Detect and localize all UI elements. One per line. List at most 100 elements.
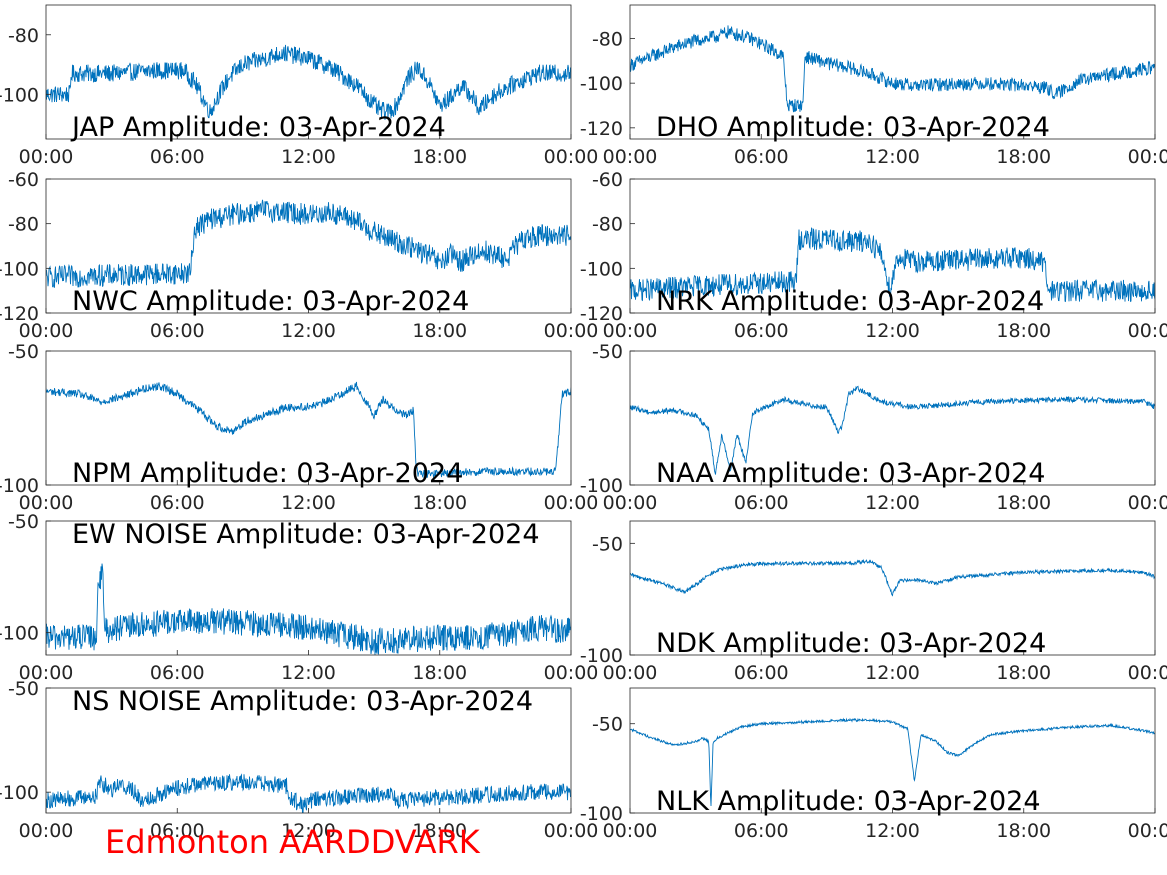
x-tick-label: 12:00 [281,320,336,342]
x-tick-label: 18:00 [996,492,1051,514]
x-tick-label: 06:00 [150,146,205,168]
panel-0: 00:00 06:00 12:00 18:00 00:00 -80 -100 JAP Ampl… [0,4,599,168]
x-tick-label: 00:00 [19,492,74,514]
y-tick-label: -50 [8,341,39,363]
x-tick-label: 00:00 [19,146,74,168]
series-line [46,199,571,288]
series-line [630,227,1155,303]
x-tick-label: 00:00 [1128,492,1167,514]
y-tick-label: -50 [592,341,623,363]
x-tick-label: 06:00 [734,320,789,342]
panel-4: 00:00 06:00 12:00 18:00 00:00 -50 -100 NPM Ampl… [0,341,598,514]
x-tick-label: 00:00 [1128,146,1167,168]
panel-5: 00:00 06:00 12:00 18:00 00:00 -50 -100 NAA Ampl… [580,341,1167,514]
y-tick-label: -60 [592,169,623,191]
x-tick-label: 06:00 [150,662,205,684]
x-tick-label: 06:00 [150,320,205,342]
x-tick-label: 00:00 [1128,820,1167,842]
panel-2: 00:00 06:00 12:00 18:00 00:00 -60 -80 -100 -120 N… [0,169,598,342]
panel-title: NPM Amplitude: 03-Apr-2024 [72,458,463,489]
y-tick-label: -100 [0,475,39,497]
y-tick-label: -100 [0,84,39,106]
footer-label: Edmonton AARDDVARK [105,823,480,861]
x-tick-label: 00:00 [19,662,74,684]
y-tick-label: -100 [0,258,39,280]
panel-title: EW NOISE Amplitude: 03-Apr-2024 [72,519,540,550]
panel-title: NAA Amplitude: 03-Apr-2024 [656,458,1045,489]
y-tick-label: -100 [0,782,39,804]
series-line [630,717,1155,806]
panel-title: NRK Amplitude: 03-Apr-2024 [656,286,1044,317]
x-tick-label: 00:00 [603,662,658,684]
series-line [630,385,1155,475]
panel-1: 00:00 06:00 12:00 18:00 00:00 -80 -100 -120 DHO … [580,4,1167,168]
y-tick-label: -100 [580,475,623,497]
x-tick-label: 18:00 [412,662,467,684]
series-line [630,558,1155,597]
y-tick-label: -50 [592,714,623,736]
panel-9: 00:00 06:00 12:00 18:00 00:00 -50 -100 NLK Ampl… [580,687,1167,842]
x-tick-label: 06:00 [734,820,789,842]
x-tick-label: 00:00 [544,320,599,342]
y-tick-label: -50 [8,511,39,533]
x-tick-label: 18:00 [412,146,467,168]
x-tick-label: 06:00 [734,662,789,684]
x-tick-label: 00:00 [603,492,658,514]
panel-title: JAP Amplitude: 03-Apr-2024 [70,112,446,143]
panel-7: 00:00 06:00 12:00 18:00 00:00 -50 -100 NDK Ampl… [580,520,1167,684]
series-line [46,44,571,120]
x-tick-label: 12:00 [865,820,920,842]
x-tick-label: 00:00 [1128,662,1167,684]
x-tick-label: 18:00 [996,146,1051,168]
y-tick-label: -100 [580,258,623,280]
y-tick-label: -80 [592,29,623,51]
y-tick-label: -100 [580,645,623,667]
x-tick-label: 00:00 [544,662,599,684]
panel-title: NDK Amplitude: 03-Apr-2024 [656,628,1046,659]
x-tick-label: 12:00 [865,492,920,514]
x-tick-label: 18:00 [412,320,467,342]
x-tick-label: 18:00 [996,662,1051,684]
x-tick-label: 00:00 [19,820,74,842]
y-tick-label: -120 [580,118,623,140]
x-tick-label: 00:00 [544,492,599,514]
x-tick-label: 00:00 [1128,320,1167,342]
x-tick-label: 00:00 [603,146,658,168]
x-tick-label: 00:00 [544,820,599,842]
x-tick-label: 06:00 [150,820,205,842]
panel-title: DHO Amplitude: 03-Apr-2024 [656,112,1050,143]
x-tick-label: 12:00 [865,146,920,168]
x-tick-label: 18:00 [412,492,467,514]
series-line [46,563,571,655]
x-tick-label: 18:00 [996,320,1051,342]
x-tick-label: 06:00 [150,492,205,514]
x-tick-label: 12:00 [281,662,336,684]
x-tick-label: 00:00 [603,320,658,342]
y-tick-label: -100 [0,623,39,645]
y-tick-label: -100 [580,73,623,95]
x-tick-label: 00:00 [603,820,658,842]
x-tick-label: 18:00 [996,820,1051,842]
y-tick-label: -80 [8,25,39,47]
x-tick-label: 06:00 [734,492,789,514]
y-tick-label: -60 [8,169,39,191]
y-tick-label: -80 [8,214,39,236]
x-tick-label: 12:00 [281,492,336,514]
x-tick-label: 12:00 [281,820,336,842]
x-tick-label: 00:00 [544,146,599,168]
x-tick-label: 12:00 [281,146,336,168]
panel-3: 00:00 06:00 12:00 18:00 00:00 -60 -80 -100 -120 N… [580,169,1167,342]
panel-title: NS NOISE Amplitude: 03-Apr-2024 [72,686,533,717]
series-line [46,773,571,813]
series-line [46,381,571,479]
y-tick-label: -120 [580,303,623,325]
x-tick-label: 18:00 [412,820,467,842]
panel-8: 00:00 06:00 12:00 18:00 00:00 -50 -100 NS NOISE… [0,678,598,842]
y-tick-label: -50 [8,678,39,700]
x-tick-label: 12:00 [865,662,920,684]
y-tick-label: -50 [592,533,623,555]
y-tick-label: -120 [0,303,39,325]
x-tick-label: 00:00 [19,320,74,342]
series-line [630,25,1155,113]
panel-6: 00:00 06:00 12:00 18:00 00:00 -50 -100 EW NOISE… [0,511,598,684]
